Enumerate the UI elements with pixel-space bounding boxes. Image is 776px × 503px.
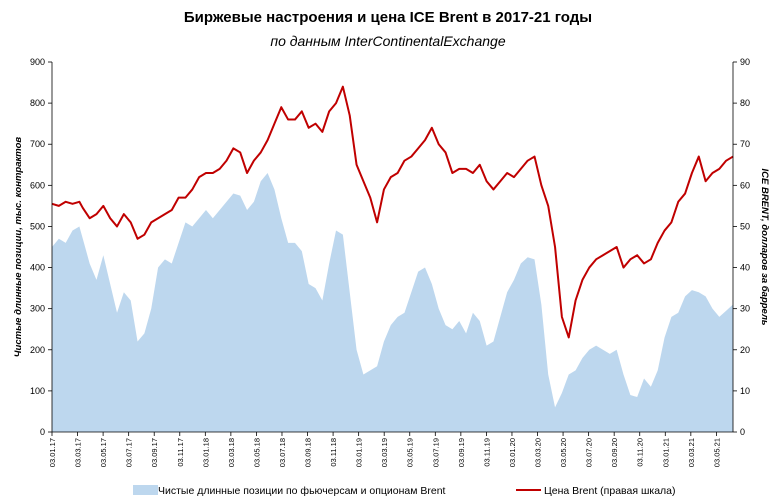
x-tick-label: 03.05.20 [559,438,568,467]
right-tick-label: 0 [740,427,745,437]
left-tick-label: 300 [30,304,45,314]
left-tick-label: 400 [30,263,45,273]
line-series-brent-price [51,85,734,339]
legend-label-area: Чистые длинные позиции по фьючерсам и оп… [158,485,446,497]
left-tick-label: 900 [30,57,45,67]
plot-area [51,85,734,432]
right-tick-label: 30 [740,304,750,314]
x-tick-label: 03.01.18 [201,438,210,467]
x-tick-label: 03.01.20 [508,438,517,467]
x-tick-label: 03.03.19 [380,438,389,467]
x-tick-label: 03.07.18 [278,438,287,467]
legend-label-line: Цена Brent (правая шкала) [544,485,676,497]
legend-swatch-area [133,485,158,495]
x-tick-label: 03.01.17 [48,438,57,467]
x-tick-label: 03.05.17 [99,438,108,467]
left-tick-label: 600 [30,180,45,190]
legend: Чистые длинные позиции по фьючерсам и оп… [133,485,676,497]
x-tick-label: 03.11.19 [482,438,491,467]
x-tick-label: 03.05.19 [406,438,415,467]
x-tick-label: 03.03.17 [74,438,83,467]
right-tick-label: 80 [740,98,750,108]
x-tick-label: 03.11.20 [636,438,645,467]
left-y-ticks: 0 100 200 300 400 500 600 700 800 900 [30,57,52,437]
chart-title: Биржевые настроения и цена ICE Brent в 2… [184,9,592,26]
right-tick-label: 50 [740,221,750,231]
area-series-net-long-positions [52,173,733,432]
left-tick-label: 500 [30,221,45,231]
right-y-ticks: 0 10 20 30 40 50 60 70 80 90 [733,57,750,437]
right-axis-label: ICE BRENT, долларов за баррель [759,168,770,325]
x-tick-label: 03.09.18 [304,438,313,467]
left-axis-label: Чистые длинные позиции, тыс. контрактов [13,137,24,358]
x-tick-label: 03.05.18 [252,438,261,467]
right-tick-label: 70 [740,139,750,149]
x-tick-label: 03.11.18 [329,438,338,467]
right-tick-label: 40 [740,263,750,273]
x-tick-label: 03.09.20 [610,438,619,467]
x-tick-label: 03.01.19 [355,438,364,467]
right-tick-label: 20 [740,345,750,355]
x-tick-label: 03.07.17 [125,438,134,467]
left-tick-label: 200 [30,345,45,355]
x-tick-label: 03.01.21 [661,438,670,467]
x-tick-label: 03.11.17 [176,438,185,467]
left-tick-label: 100 [30,386,45,396]
x-tick-label: 03.03.21 [687,438,696,467]
x-tick-label: 03.09.19 [457,438,466,467]
x-tick-label: 03.07.20 [585,438,594,467]
x-tick-label: 03.05.21 [712,438,721,467]
x-tick-label: 03.03.18 [227,438,236,467]
line-series-layer [51,85,734,339]
left-tick-label: 700 [30,139,45,149]
x-tick-label: 03.03.20 [534,438,543,467]
right-tick-label: 60 [740,180,750,190]
area-series-layer [52,173,733,432]
left-tick-label: 0 [40,427,45,437]
x-tick-label: 03.09.17 [150,438,159,467]
x-ticks: 03.01.17 03.03.17 03.05.17 03.07.17 03.09.17… [48,432,721,467]
right-tick-label: 90 [740,57,750,67]
left-tick-label: 800 [30,98,45,108]
chart-subtitle: по данным InterContinentalExchange [270,33,505,49]
x-tick-label: 03.07.19 [431,438,440,467]
right-tick-label: 10 [740,386,750,396]
